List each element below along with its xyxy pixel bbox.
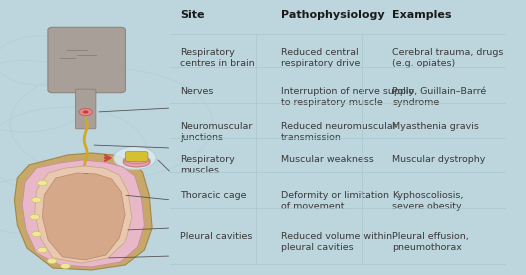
Text: Pathophysiology: Pathophysiology — [281, 10, 385, 20]
Text: Respiratory
muscles: Respiratory muscles — [180, 155, 235, 175]
Polygon shape — [14, 153, 152, 270]
Circle shape — [114, 147, 156, 169]
Text: Respiratory
centres in brain: Respiratory centres in brain — [180, 48, 255, 68]
Ellipse shape — [123, 157, 150, 167]
Circle shape — [37, 180, 47, 186]
Text: Interruption of nerve supply
to respiratory muscle: Interruption of nerve supply to respirat… — [281, 87, 414, 107]
Text: Neuromuscular
junctions: Neuromuscular junctions — [180, 122, 252, 142]
FancyBboxPatch shape — [76, 89, 96, 129]
Bar — [84, 173, 88, 177]
Text: Reduced volume within
pleural cavities: Reduced volume within pleural cavities — [281, 232, 392, 252]
Text: Muscular dystrophy: Muscular dystrophy — [392, 155, 486, 164]
Circle shape — [32, 231, 42, 236]
Text: Pleural effusion,
pneumothorax: Pleural effusion, pneumothorax — [392, 232, 469, 252]
Text: Muscular weakness: Muscular weakness — [281, 155, 374, 164]
Circle shape — [47, 258, 57, 264]
Text: Site: Site — [180, 10, 204, 20]
Polygon shape — [22, 160, 145, 267]
Circle shape — [83, 111, 88, 114]
Circle shape — [79, 108, 93, 116]
FancyBboxPatch shape — [48, 27, 125, 93]
Text: Cerebral trauma, drugs
(e.g. opiates): Cerebral trauma, drugs (e.g. opiates) — [392, 48, 504, 68]
Text: Reduced central
respiratory drive: Reduced central respiratory drive — [281, 48, 360, 68]
Circle shape — [37, 248, 47, 253]
Circle shape — [32, 197, 42, 203]
Text: Examples: Examples — [392, 10, 452, 20]
Text: Kyphoscoliosis,
severe obesity: Kyphoscoliosis, severe obesity — [392, 191, 464, 211]
Polygon shape — [35, 166, 132, 263]
Text: Myasthenia gravis: Myasthenia gravis — [392, 122, 479, 131]
Text: Reduced neuromuscular
transmission: Reduced neuromuscular transmission — [281, 122, 397, 142]
Text: Nerves: Nerves — [180, 87, 213, 96]
Text: Polio, Guillain–Barré
syndrome: Polio, Guillain–Barré syndrome — [392, 87, 487, 107]
Circle shape — [30, 214, 39, 220]
Circle shape — [60, 263, 70, 269]
Text: Thoracic cage: Thoracic cage — [180, 191, 246, 200]
Polygon shape — [43, 173, 125, 260]
Text: Deformity or limitation
of movement: Deformity or limitation of movement — [281, 191, 389, 211]
FancyBboxPatch shape — [126, 152, 148, 161]
Text: Pleural cavities: Pleural cavities — [180, 232, 252, 241]
